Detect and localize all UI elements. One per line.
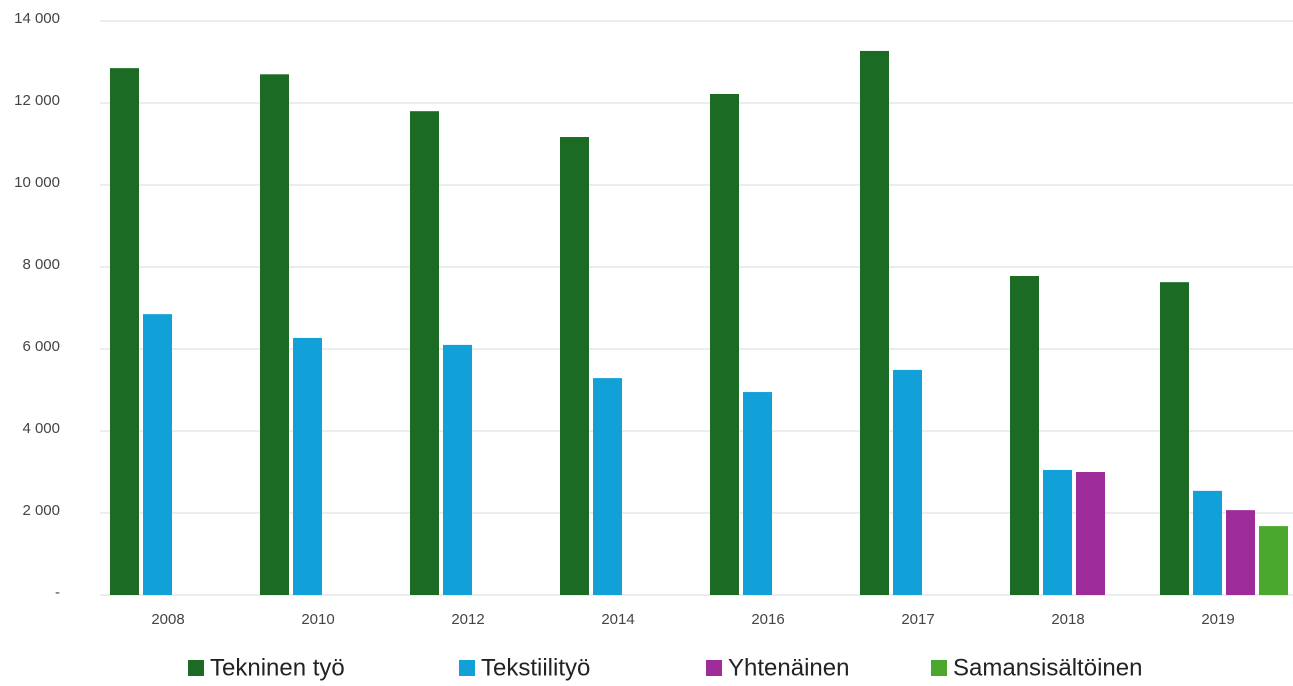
x-tick-label: 2016 (751, 611, 784, 628)
bar (410, 111, 439, 595)
legend-swatch (188, 660, 204, 676)
x-tick-label: 2012 (451, 611, 484, 628)
bar (560, 137, 589, 595)
y-tick-label: 10 000 (14, 174, 60, 191)
legend-label: Samansisältöinen (953, 654, 1142, 681)
y-tick-label: 12 000 (14, 92, 60, 109)
bar (260, 74, 289, 596)
y-tick-label: 6 000 (22, 338, 60, 355)
legend-label: Yhtenäinen (728, 654, 849, 681)
y-tick-label: 14 000 (14, 10, 60, 27)
bar (293, 337, 322, 595)
x-tick-label: 2014 (601, 611, 634, 628)
y-tick-label: 4 000 (22, 420, 60, 437)
legend-label: Tekninen työ (210, 654, 345, 681)
bar (1259, 526, 1288, 595)
x-tick-label: 2018 (1051, 611, 1084, 628)
x-tick-label: 2010 (301, 611, 334, 628)
bar (143, 314, 172, 595)
legend-swatch (706, 660, 722, 676)
bar (443, 344, 472, 595)
x-tick-label: 2017 (901, 611, 934, 628)
bar (1043, 469, 1072, 595)
bar (860, 50, 889, 596)
bar (110, 68, 139, 595)
legend-label: Tekstiilityö (481, 654, 590, 681)
bar (1010, 276, 1039, 595)
x-tick-label: 2008 (151, 611, 184, 628)
legend-swatch (931, 660, 947, 676)
bar (1160, 282, 1189, 595)
y-tick-label: 2 000 (22, 502, 60, 519)
y-tick-label: 8 000 (22, 256, 60, 273)
bar (710, 93, 739, 595)
y-tick-label: - (55, 584, 60, 601)
legend-swatch (459, 660, 475, 676)
bar (893, 369, 922, 595)
bar (1193, 490, 1222, 595)
bar (593, 378, 622, 595)
bar (1076, 472, 1105, 595)
x-tick-label: 2019 (1201, 611, 1234, 628)
bar (743, 392, 772, 595)
bar (1226, 510, 1255, 595)
